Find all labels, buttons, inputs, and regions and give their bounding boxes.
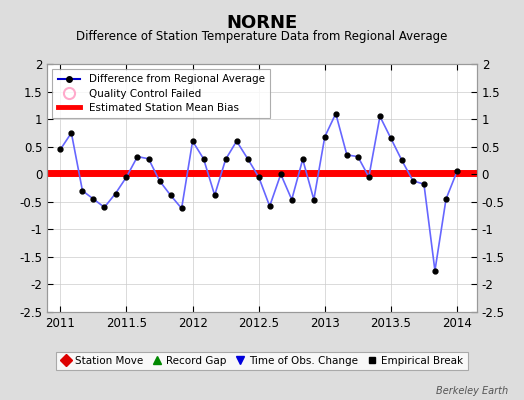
Text: NORNE: NORNE xyxy=(226,14,298,32)
Legend: Station Move, Record Gap, Time of Obs. Change, Empirical Break: Station Move, Record Gap, Time of Obs. C… xyxy=(56,352,468,370)
Text: Difference of Station Temperature Data from Regional Average: Difference of Station Temperature Data f… xyxy=(77,30,447,43)
Text: Berkeley Earth: Berkeley Earth xyxy=(436,386,508,396)
